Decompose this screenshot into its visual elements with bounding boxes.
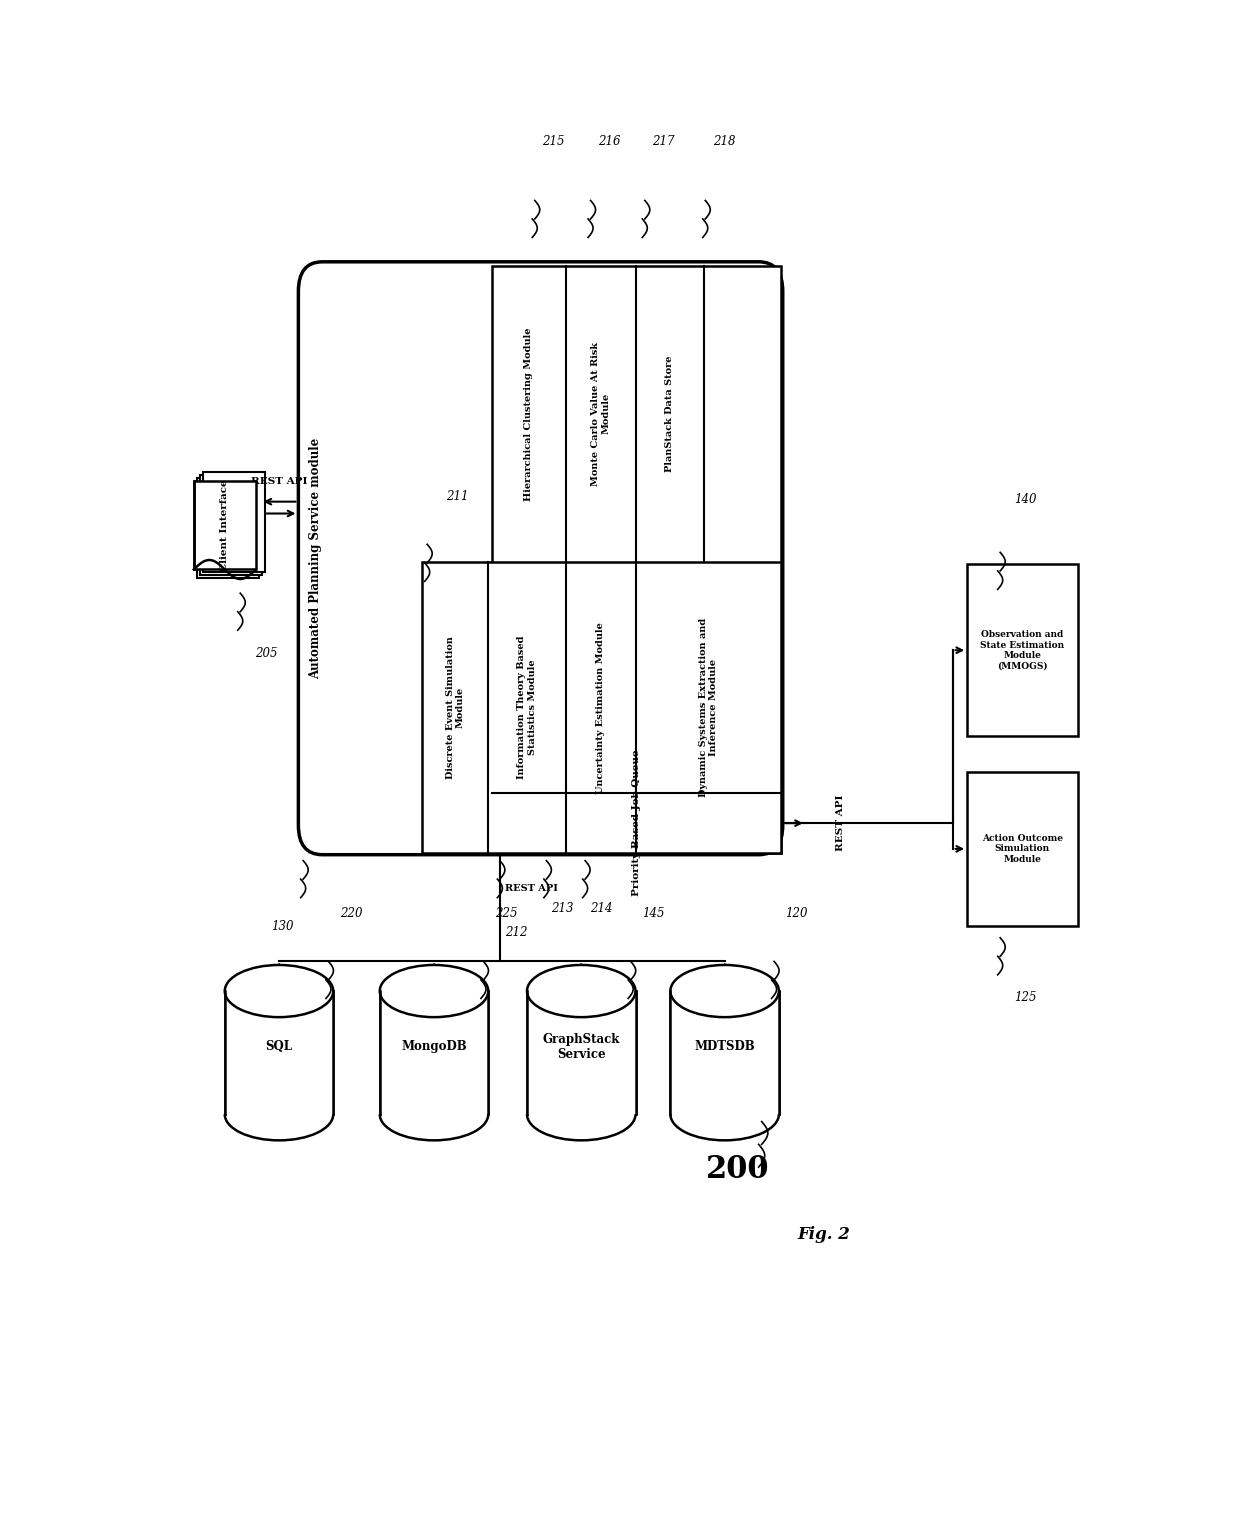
Bar (967, 772, 1078, 926)
Text: 130: 130 (272, 919, 294, 933)
Text: 120: 120 (786, 907, 808, 921)
Text: 140: 140 (1014, 493, 1037, 505)
Text: Dynamic Systems Extraction and
Inference Module: Dynamic Systems Extraction and Inference… (698, 618, 718, 798)
Bar (671, 992, 779, 1115)
Text: 213: 213 (552, 902, 574, 915)
Text: PlanStack Data Store: PlanStack Data Store (665, 356, 675, 473)
Text: Observation and
State Estimation
Module
(MMOGS): Observation and State Estimation Module … (981, 630, 1064, 670)
Text: GraphStack
Service: GraphStack Service (543, 1032, 620, 1061)
Text: 225: 225 (495, 907, 517, 921)
Bar (967, 564, 1078, 736)
Bar (423, 562, 781, 853)
Ellipse shape (527, 966, 635, 1016)
Text: 125: 125 (1014, 992, 1037, 1004)
Ellipse shape (224, 966, 334, 1016)
Text: REST API: REST API (836, 795, 844, 852)
Bar (527, 992, 635, 1115)
Text: 200: 200 (706, 1153, 769, 1184)
Text: Monte Carlo Value At Risk
Module: Monte Carlo Value At Risk Module (591, 342, 610, 487)
Text: Fig. 2: Fig. 2 (797, 1226, 851, 1243)
Text: 218: 218 (713, 134, 735, 148)
Bar (193, 480, 255, 570)
Bar (492, 265, 781, 853)
Text: Information Theory Based
Statistics Module: Information Theory Based Statistics Modu… (517, 636, 537, 779)
Text: Uncertainty Estimation Module: Uncertainty Estimation Module (596, 622, 605, 793)
Bar (379, 992, 489, 1115)
Text: Action Outcome
Simulation
Module: Action Outcome Simulation Module (982, 835, 1063, 864)
Text: 145: 145 (642, 907, 665, 921)
Text: 214: 214 (590, 902, 613, 915)
Bar (224, 992, 334, 1115)
Text: 217: 217 (652, 134, 675, 148)
Text: Discrete Event Simulation
Module: Discrete Event Simulation Module (445, 636, 465, 779)
Text: SQL: SQL (265, 1040, 293, 1053)
Text: MongoDB: MongoDB (402, 1040, 466, 1053)
Text: 220: 220 (340, 907, 362, 921)
Bar (200, 476, 262, 576)
Text: Automated Planning Service module: Automated Planning Service module (309, 437, 322, 679)
Text: MDTSDB: MDTSDB (694, 1040, 755, 1053)
Text: 205: 205 (254, 647, 278, 659)
Text: Client Interface: Client Interface (221, 479, 229, 571)
Text: REST API: REST API (505, 884, 558, 893)
Text: 215: 215 (542, 134, 565, 148)
Ellipse shape (379, 966, 489, 1016)
Bar (203, 471, 265, 573)
Text: 212: 212 (505, 926, 527, 939)
Bar (197, 477, 259, 578)
FancyBboxPatch shape (299, 262, 782, 855)
Text: Hierarchical Clustering Module: Hierarchical Clustering Module (525, 326, 533, 501)
Text: 211: 211 (446, 490, 469, 502)
Text: REST API: REST API (252, 477, 308, 487)
Ellipse shape (671, 966, 779, 1016)
Text: Priority Based Job Queue: Priority Based Job Queue (632, 750, 641, 896)
Text: 216: 216 (598, 134, 621, 148)
